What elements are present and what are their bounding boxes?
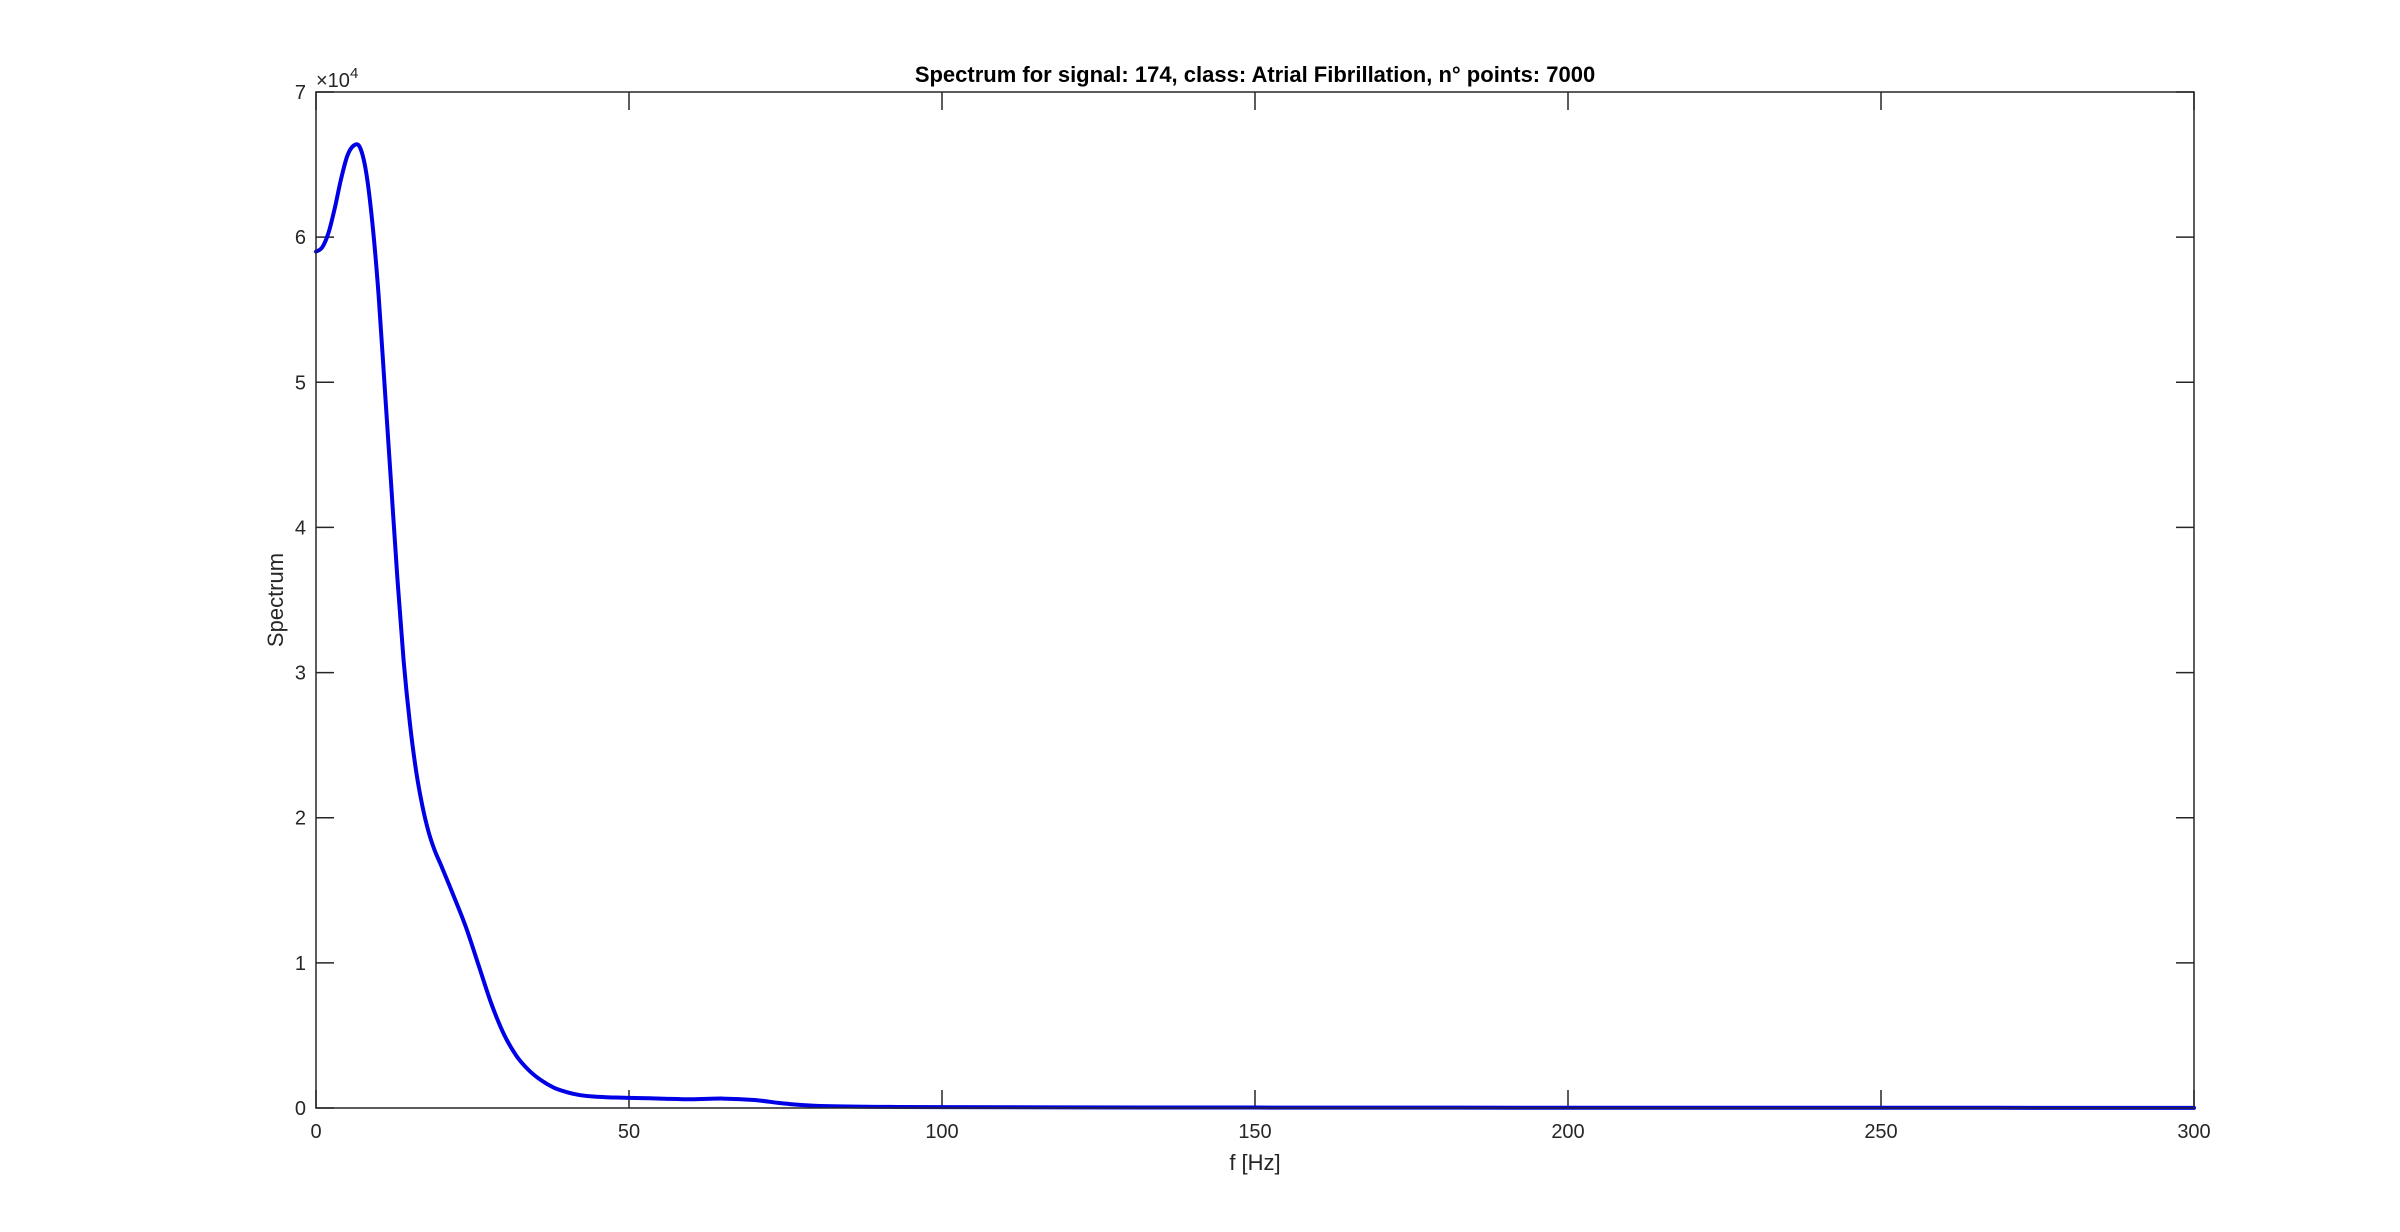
x-tick-label: 50	[618, 1121, 640, 1143]
y-tick-label: 4	[295, 517, 306, 539]
y-tick-label: 2	[295, 808, 306, 830]
x-tick-label: 200	[1551, 1121, 1584, 1143]
y-axis-label: Spectrum	[263, 553, 288, 647]
y-tick-label: 7	[295, 82, 306, 104]
svg-text:×104: ×104	[316, 65, 358, 92]
x-tick-label: 300	[2177, 1121, 2210, 1143]
y-tick-label: 3	[295, 663, 306, 685]
x-tick-label: 250	[1864, 1121, 1897, 1143]
y-exponent-base: ×10	[316, 70, 350, 92]
x-axis-ticks: 0 50 100 150 200 250 300	[310, 92, 2211, 1143]
y-tick-label: 1	[295, 953, 306, 975]
plot-background	[316, 92, 2194, 1108]
x-axis-label: f [Hz]	[1229, 1150, 1280, 1175]
spectrum-line	[314, 142, 2196, 1110]
y-tick-label: 6	[295, 227, 306, 249]
y-exponent-label: ×104	[316, 65, 358, 92]
y-exponent-power: 4	[350, 65, 358, 82]
chart-title: Spectrum for signal: 174, class: Atrial …	[915, 62, 1595, 87]
plot-frame	[315, 91, 2195, 1109]
x-tick-label: 0	[310, 1121, 321, 1143]
x-tick-label: 100	[925, 1121, 958, 1143]
y-tick-label: 0	[295, 1098, 306, 1120]
y-tick-label: 5	[295, 372, 306, 394]
x-tick-label: 150	[1238, 1121, 1271, 1143]
